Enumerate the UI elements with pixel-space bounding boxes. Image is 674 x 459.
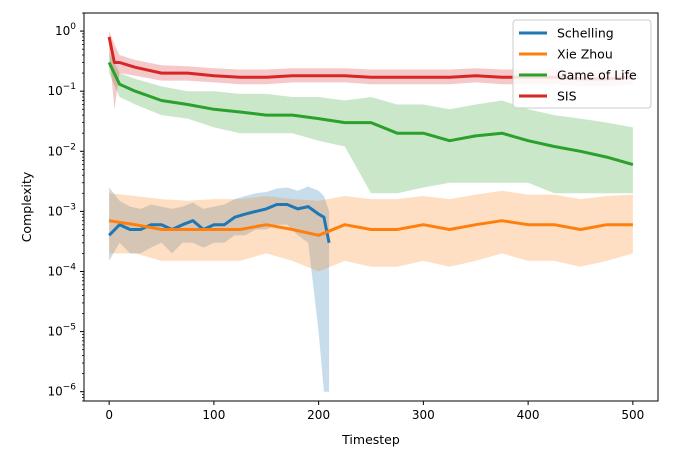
x-tick-label: 0 bbox=[105, 408, 113, 422]
y-tick-label: 10−4 bbox=[47, 262, 76, 278]
y-tick-label: 100 bbox=[55, 22, 76, 38]
y-axis-label: Complexity bbox=[19, 171, 34, 242]
legend-label-xie-zhou: Xie Zhou bbox=[557, 47, 613, 62]
xie-zhou-line bbox=[108, 219, 633, 237]
xie-zhou-band bbox=[109, 190, 633, 272]
y-tick-label: 10−6 bbox=[47, 383, 76, 399]
legend-box bbox=[512, 19, 652, 109]
sis-band bbox=[109, 31, 633, 110]
legend-label-sis: SIS bbox=[557, 89, 577, 104]
y-tick-label: 10−1 bbox=[47, 82, 76, 98]
series-lines bbox=[107, 36, 634, 244]
x-tick-label: 100 bbox=[202, 408, 225, 422]
x-tick-label: 200 bbox=[307, 408, 330, 422]
x-axis-label: Timestep bbox=[341, 432, 400, 447]
x-axis: 0 100 200 300 400 500 bbox=[105, 401, 644, 422]
y-tick-label: 10−2 bbox=[47, 142, 76, 158]
legend-label-schelling: Schelling bbox=[557, 26, 614, 41]
legend: Schelling Xie Zhou Game of Life SIS bbox=[512, 19, 652, 109]
legend-label-game-of-life: Game of Life bbox=[557, 68, 637, 83]
x-tick-label: 400 bbox=[517, 408, 540, 422]
y-tick-label: 10−3 bbox=[47, 202, 76, 218]
plot-area-frame bbox=[83, 12, 659, 402]
y-tick-label: 10−5 bbox=[47, 323, 76, 339]
x-tick-label: 300 bbox=[412, 408, 435, 422]
x-tick-label: 500 bbox=[621, 408, 644, 422]
game-of-life-line bbox=[107, 61, 634, 167]
y-axis: 10−6 10−5 10−4 10−3 10−2 10−1 100 bbox=[47, 12, 84, 402]
schelling-band bbox=[109, 186, 330, 392]
